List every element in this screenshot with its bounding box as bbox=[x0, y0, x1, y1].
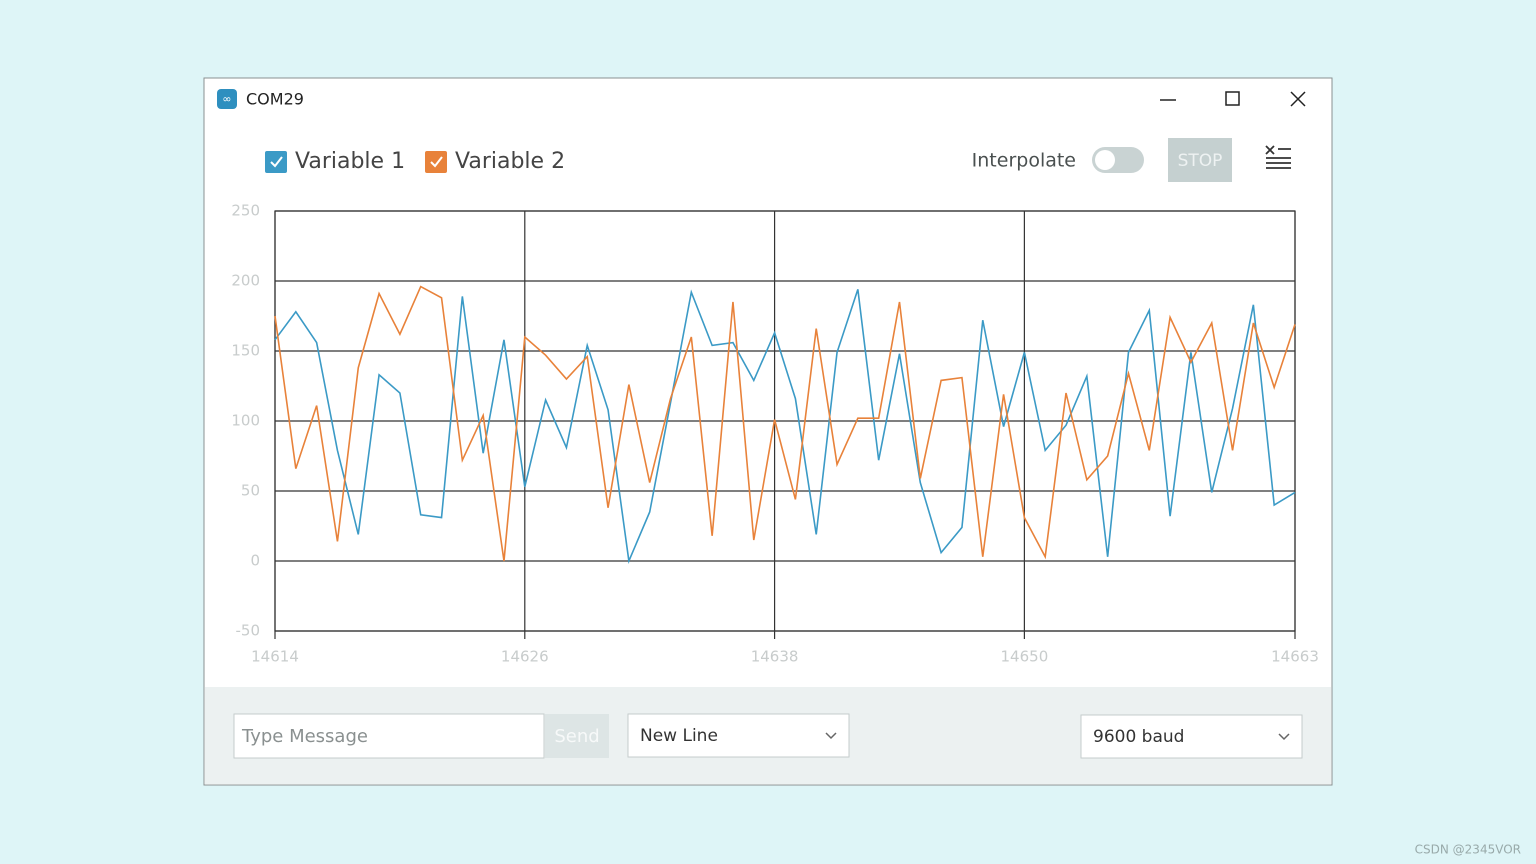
y-tick-label: 200 bbox=[231, 272, 260, 290]
app-icon bbox=[217, 89, 237, 109]
send-button[interactable] bbox=[545, 714, 609, 758]
send-label: Send bbox=[554, 726, 599, 747]
stop-label: STOP bbox=[1178, 151, 1223, 171]
y-tick-label: -50 bbox=[236, 622, 261, 640]
baud-label: 9600 baud bbox=[1093, 727, 1184, 747]
toggle-knob bbox=[1095, 150, 1115, 170]
plot: -50 0 50 100 150 200 250 14614 14626 14638 14650 14… bbox=[231, 202, 1319, 666]
baud-select[interactable] bbox=[1080, 714, 1303, 759]
watermark: CSDN @2345VOR bbox=[1415, 843, 1521, 857]
chevron bbox=[1278, 733, 1290, 741]
line-ending-label: New Line bbox=[640, 726, 718, 746]
maximize-button[interactable] bbox=[1225, 91, 1240, 106]
legend: Variable 1 Variable 2 bbox=[265, 149, 565, 174]
checkmark bbox=[270, 156, 283, 168]
window bbox=[203, 77, 1333, 786]
x-tick-label: 14638 bbox=[751, 648, 799, 666]
y-tick-label: 0 bbox=[250, 552, 260, 570]
chevron bbox=[825, 732, 837, 740]
series-line bbox=[274, 285, 1296, 562]
stop-button[interactable] bbox=[1168, 138, 1232, 182]
y-tick-label: 250 bbox=[231, 202, 260, 220]
legend-label: Variable 1 bbox=[295, 149, 405, 174]
legend-checkbox bbox=[265, 151, 287, 173]
message-placeholder: Type Message bbox=[241, 726, 368, 747]
legend-checkbox bbox=[425, 151, 447, 173]
x-tick-label: 14614 bbox=[251, 648, 299, 666]
close-button[interactable] bbox=[1290, 91, 1306, 107]
clear-button[interactable] bbox=[1265, 145, 1291, 169]
line-ending-select[interactable] bbox=[627, 713, 850, 758]
message-input[interactable] bbox=[233, 713, 545, 759]
interpolate-label: Interpolate bbox=[972, 150, 1076, 172]
window-title: COM29 bbox=[246, 90, 304, 109]
app-icon-glyph: ∞ bbox=[222, 93, 231, 106]
legend-label: Variable 2 bbox=[455, 149, 565, 174]
x-tick-label: 14626 bbox=[501, 648, 549, 666]
checkmark bbox=[430, 156, 443, 168]
y-tick-label: 50 bbox=[241, 482, 260, 500]
x-tick-label: 14650 bbox=[1001, 648, 1049, 666]
y-tick-label: 100 bbox=[231, 412, 260, 430]
x-tick-label: 14663 bbox=[1271, 648, 1319, 666]
y-tick-label: 150 bbox=[231, 342, 260, 360]
